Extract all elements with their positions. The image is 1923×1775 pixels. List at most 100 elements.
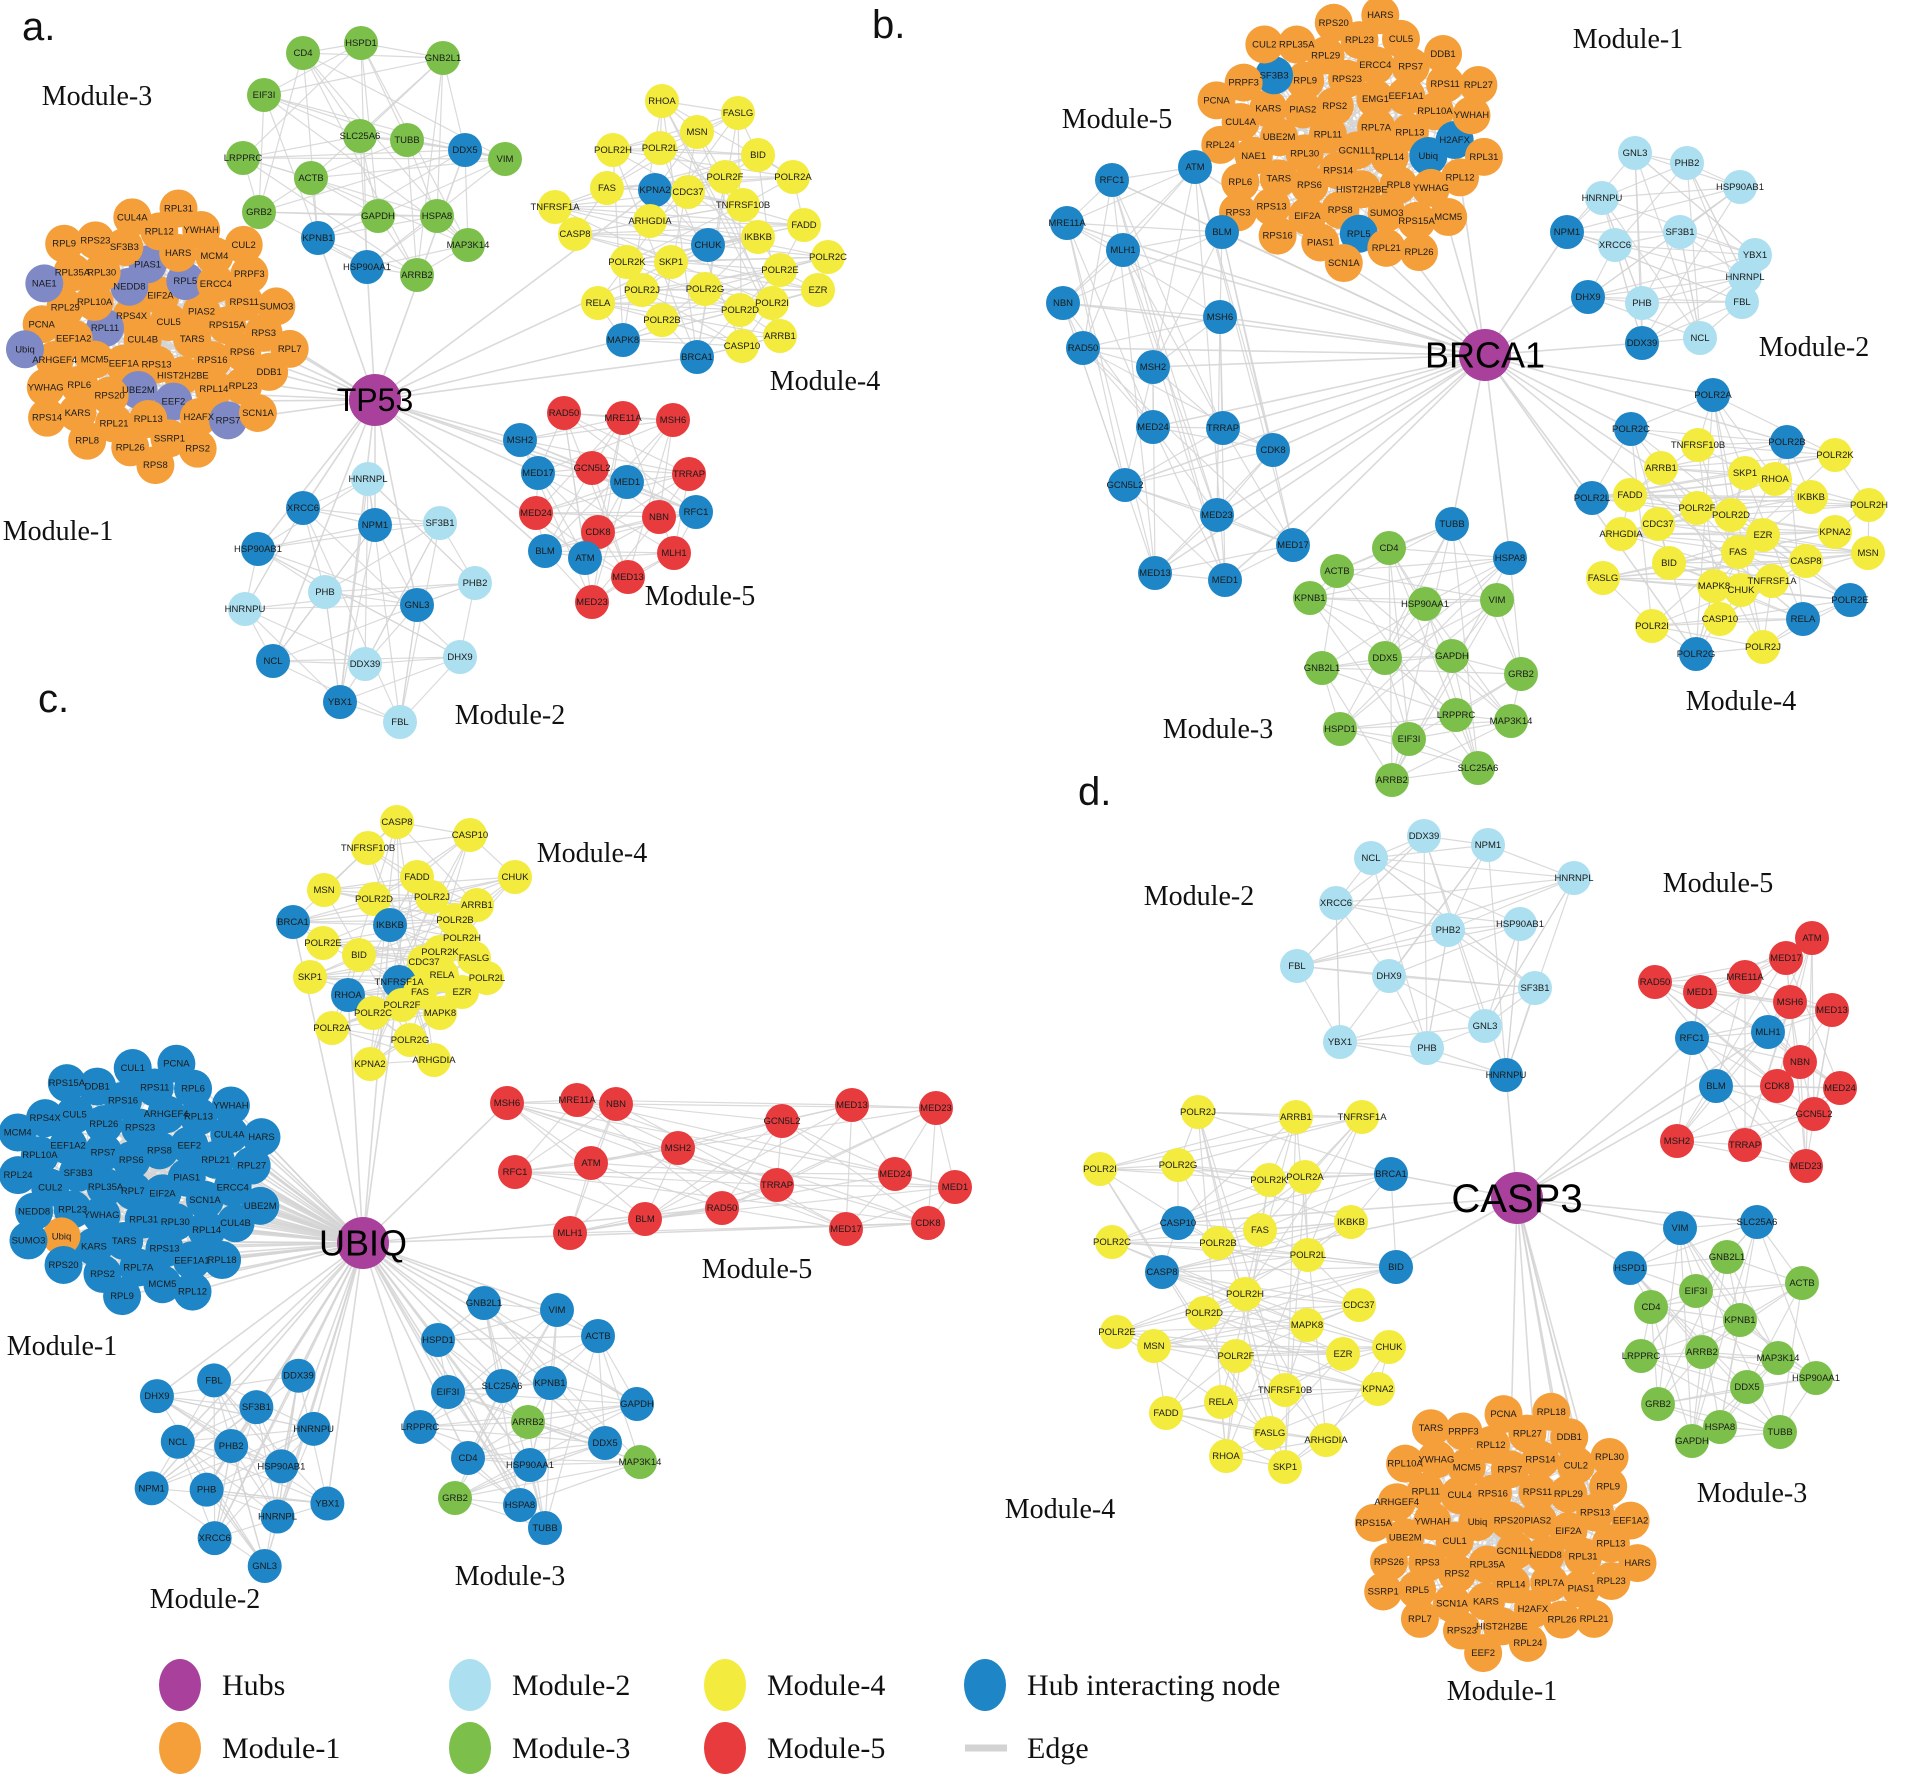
edge (514, 1171, 778, 1186)
module-label-c-module4: Module-4 (537, 838, 647, 869)
node-label-rpl24: RPL24 (4, 1170, 33, 1181)
node-cul4a (113, 198, 152, 237)
hub-edge (213, 1242, 364, 1381)
edge (1384, 599, 1498, 659)
node-hnrnpl (351, 462, 385, 496)
node-label-arhgdia: ARHGDIA (1304, 1435, 1348, 1446)
panel-tag-d: d. (1078, 770, 1111, 814)
edge (927, 1107, 937, 1224)
node-casp10 (1703, 602, 1737, 636)
edge (419, 1421, 529, 1428)
node-label-gcn5l2: GCN5L2 (1796, 1109, 1833, 1120)
node-label-ywhag: YWHAG (28, 382, 64, 393)
edge (1756, 1221, 1817, 1379)
edge (399, 604, 418, 723)
edge (1388, 547, 1457, 716)
node-fadd (1613, 478, 1647, 512)
node-label-eef2: EEF2 (177, 1140, 201, 1151)
node-label-msh6: MSH6 (660, 415, 686, 426)
edge (366, 244, 469, 268)
node-label-gnb2l1: GNB2L1 (425, 53, 461, 64)
node-label-ddx5: DDX5 (1734, 1382, 1759, 1393)
node-atm (1178, 150, 1212, 184)
hub-edge (1516, 1197, 1758, 1223)
node-label-chuk: CHUK (1728, 585, 1756, 596)
node-label-ubiq: Ubiq (52, 1231, 72, 1242)
node-mre11a (606, 401, 640, 435)
node-label-rpl6: RPL6 (181, 1084, 205, 1095)
edge (506, 1102, 847, 1230)
hub-edge (1451, 354, 1486, 525)
node-label-med1: MED1 (614, 477, 640, 488)
node-rps2 (178, 429, 217, 468)
node-label-ywhag: YWHAG (1418, 1454, 1454, 1465)
node-label-arhgef4: ARHGEF4 (1374, 1497, 1419, 1508)
edge (454, 1385, 503, 1499)
node-label-med13: MED13 (836, 1100, 868, 1111)
edge (324, 582, 476, 593)
node-rpl26 (1399, 233, 1438, 272)
node-label-mre11a: MRE11A (558, 1095, 596, 1106)
edge (591, 417, 624, 603)
module-label-d-module1: Module-1 (1447, 1676, 1557, 1707)
node-label-ywhah: YWHAH (184, 225, 220, 236)
node-label-fas: FAS (1729, 547, 1747, 558)
node-label-bid: BID (1661, 558, 1677, 569)
node-gnb2l1 (1305, 651, 1339, 685)
legend-label-hubs: Hubs (222, 1669, 285, 1702)
node-tars (1259, 159, 1298, 198)
hub-edge (362, 1242, 469, 1459)
edge (597, 1335, 606, 1444)
node-npm1 (1550, 215, 1584, 249)
node-label-hnrnpl: HNRNPL (1725, 272, 1764, 283)
edge (781, 1120, 896, 1175)
edge (1062, 302, 1154, 428)
node-fas (590, 171, 624, 205)
node-label-rps20: RPS20 (48, 1260, 78, 1271)
edge (1641, 276, 1746, 344)
node-label-trrap: TRRAP (761, 1180, 793, 1191)
node-brca1 (276, 905, 310, 939)
node-label-rps13: RPS13 (149, 1244, 179, 1255)
node-ybx1 (323, 685, 357, 719)
node-label-ercc4: ERCC4 (217, 1183, 249, 1194)
node-label-slc25a6: SLC25A6 (482, 1381, 523, 1392)
node-label-med13: MED13 (612, 572, 644, 583)
hub-edge (374, 399, 697, 513)
node-label-med23: MED23 (576, 597, 608, 608)
node-nbn (642, 500, 676, 534)
node-label-polr2c: POLR2C (1093, 1237, 1131, 1248)
node-label-gnl3: GNL3 (1623, 148, 1648, 159)
node-tubb (390, 123, 424, 157)
edge (272, 582, 476, 662)
edge (654, 154, 759, 191)
node-label-ssrp1: SSRP1 (1368, 1586, 1399, 1597)
node-faslg (721, 96, 755, 130)
node-slc25a6 (1461, 751, 1495, 785)
node-rps20 (90, 376, 129, 415)
node-label-kpnb1: KPNB1 (1724, 1315, 1755, 1326)
node-label-phb: PHB (1632, 298, 1652, 309)
edge (324, 522, 441, 593)
edge (1587, 276, 1746, 298)
node-label-nedd8: NEDD8 (1530, 1550, 1562, 1561)
node-label-ikbkb: IKBKB (376, 920, 404, 931)
edge (1676, 991, 1701, 1142)
node-label-rpl18: RPL18 (1537, 1407, 1566, 1418)
node-rps16 (1258, 216, 1297, 255)
hub-edge (1516, 1197, 1681, 1229)
node-rpl30 (82, 253, 121, 292)
node-xrcc6 (286, 491, 320, 525)
node-label-gnl3: GNL3 (1473, 1021, 1498, 1032)
edge (696, 176, 726, 358)
node-label-msh2: MSH2 (507, 435, 533, 446)
node-label-dhx9: DHX9 (144, 1391, 169, 1402)
node-label-rad50: RAD50 (549, 408, 580, 419)
node-label-phb2: PHB2 (1675, 158, 1700, 169)
node-label-rps2: RPS2 (1322, 101, 1347, 112)
node-label-prpf3: PRPF3 (1448, 1426, 1479, 1437)
node-label-hist2h2be: HIST2H2BE (1476, 1621, 1528, 1632)
edge (615, 1103, 783, 1122)
node-label-npm1: NPM1 (362, 520, 388, 531)
edge (590, 1162, 723, 1209)
